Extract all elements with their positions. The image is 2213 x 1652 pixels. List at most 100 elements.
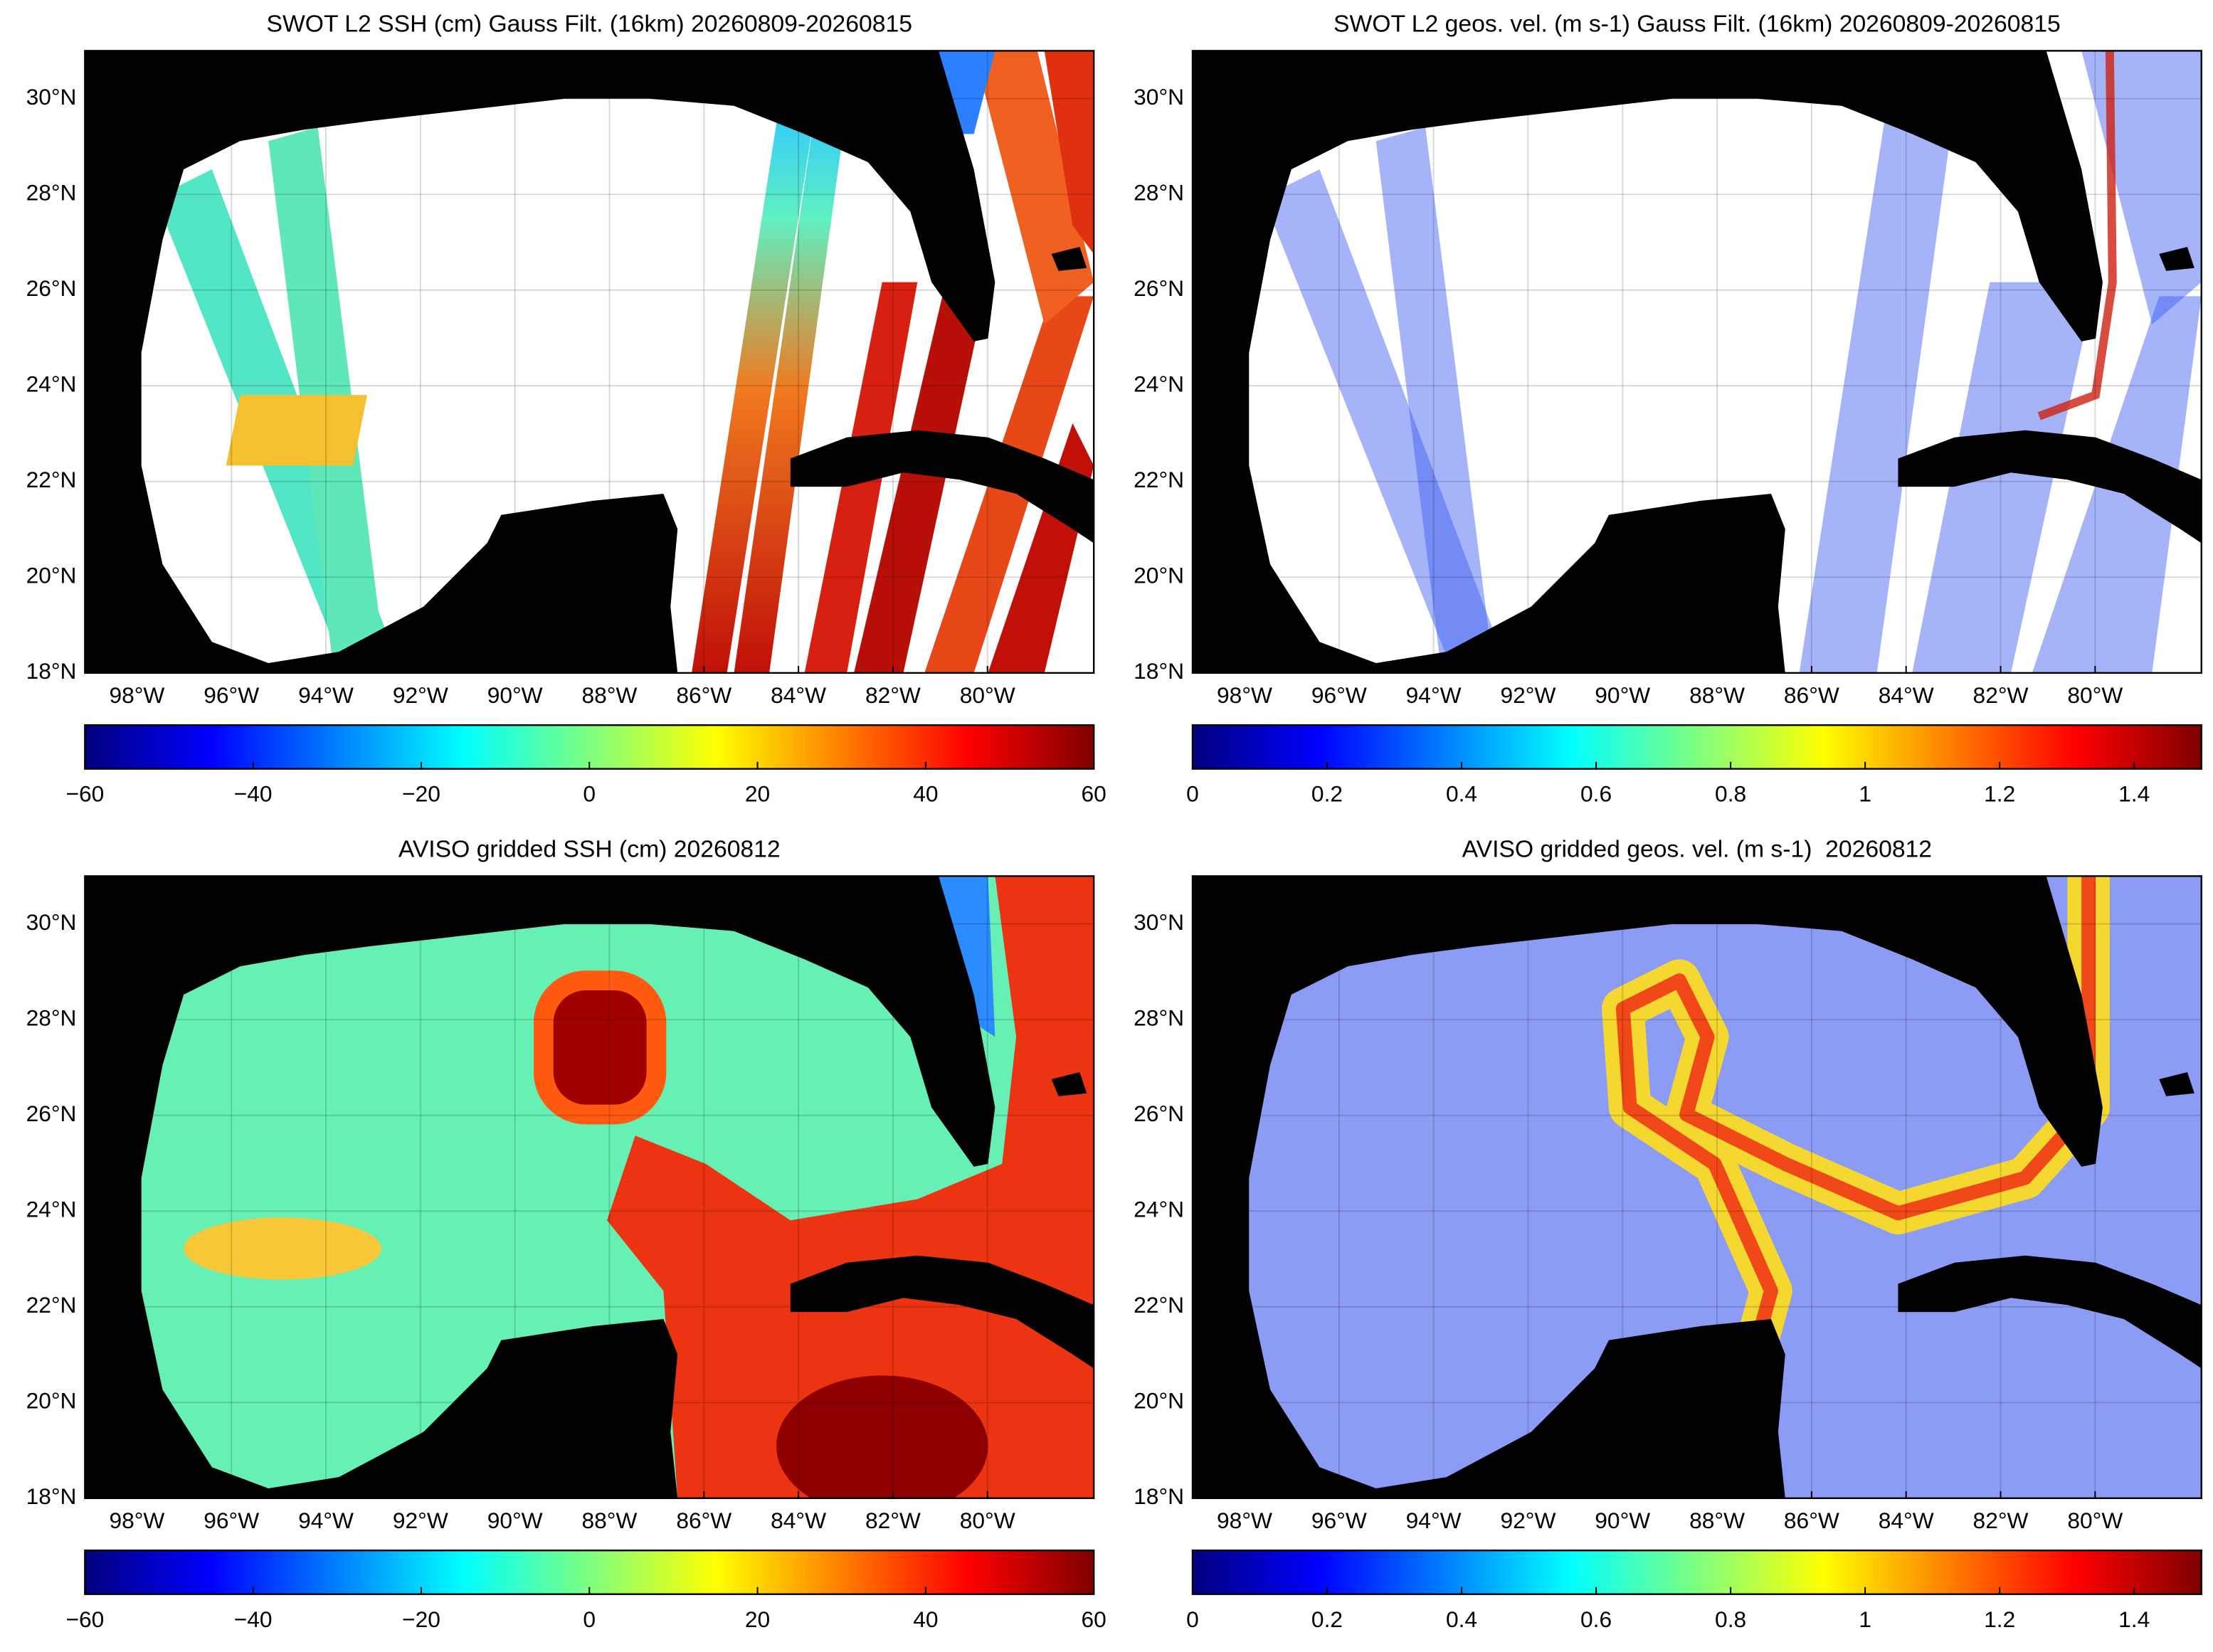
lat-tick-label: 26°N <box>1134 1101 1184 1126</box>
lon-tick-label: 88°W <box>582 1508 638 1533</box>
velocity-swath <box>1263 169 1504 657</box>
colorbar-tick-label: 0 <box>1186 781 1199 807</box>
lat-tick-label: 20°N <box>1134 1388 1184 1414</box>
map-frame <box>1191 875 2202 1500</box>
colorbar-tick-label: 0.2 <box>1311 781 1343 807</box>
land <box>85 876 995 1498</box>
colorbar-tick-label: 0.8 <box>1715 1606 1746 1632</box>
lat-tick-label: 20°N <box>26 1388 77 1414</box>
colorbar-tick-label: 0.8 <box>1715 781 1746 807</box>
colorbar-tick-label: 40 <box>913 781 938 807</box>
data-swath <box>692 105 816 673</box>
lat-tick-label: 18°N <box>1134 658 1184 684</box>
colorbar-tick-label: 1.4 <box>2118 781 2150 807</box>
lon-tick-label: 88°W <box>1689 682 1745 708</box>
lat-tick-label: 28°N <box>26 1005 77 1031</box>
lon-tick-label: 90°W <box>487 1508 543 1533</box>
map-area <box>85 51 1094 673</box>
panel-title: SWOT L2 geos. vel. (m s-1) Gauss Filt. (… <box>1333 11 2061 38</box>
colorbar-tick-label: 0.2 <box>1311 1606 1343 1632</box>
colorbar-tick-label: 60 <box>1082 1606 1106 1632</box>
lon-tick-label: 90°W <box>1595 1508 1650 1533</box>
colorbar-tick-label: 0 <box>583 1606 596 1632</box>
land <box>790 430 1094 544</box>
lat-tick-label: 18°N <box>1134 1483 1184 1509</box>
colorbar-tick-label: 1.2 <box>1984 1606 2015 1632</box>
lon-tick-label: 94°W <box>298 682 354 708</box>
colorbar-tick-label: 0.6 <box>1580 781 1612 807</box>
colorbar <box>1191 724 2202 770</box>
land <box>1051 1072 1087 1096</box>
lat-tick-label: 24°N <box>1134 371 1184 397</box>
ssh-low <box>939 876 995 1037</box>
lon-tick-label: 86°W <box>676 682 731 708</box>
lon-tick-label: 92°W <box>393 682 448 708</box>
lon-tick-label: 80°W <box>960 682 1015 708</box>
lon-tick-label: 82°W <box>1973 1508 2029 1533</box>
velocity-jet <box>2037 51 2117 420</box>
panel-title: SWOT L2 SSH (cm) Gauss Filt. (16km) 2026… <box>267 11 912 38</box>
velocity-swath <box>1375 127 1492 657</box>
lat-tick-label: 18°N <box>26 658 77 684</box>
colorbar-tick-label: −20 <box>402 1606 440 1632</box>
colorbar-tick-label: −40 <box>234 1606 273 1632</box>
ssh-high <box>184 1217 381 1280</box>
lon-tick-label: 84°W <box>771 1508 826 1533</box>
land <box>1898 1255 2202 1369</box>
map-panel: SWOT L2 SSH (cm) Gauss Filt. (16km) 2026… <box>26 11 1106 807</box>
map-panel: AVISO gridded SSH (cm) 20260812 98°W 96°W 9… <box>26 836 1106 1632</box>
land <box>2159 1072 2194 1096</box>
colorbar <box>84 724 1095 770</box>
colorbar-tick-label: 1 <box>1859 1606 1871 1632</box>
data-swath <box>1044 51 1094 254</box>
lon-tick-label: 86°W <box>676 1508 731 1533</box>
lat-tick-label: 26°N <box>26 275 77 301</box>
colorbar-tick-label: 0.4 <box>1446 1606 1477 1632</box>
lon-tick-label: 96°W <box>1311 682 1367 708</box>
lat-tick-label: 30°N <box>1134 84 1184 110</box>
lat-tick-label: 24°N <box>26 1197 77 1222</box>
colorbar-tick-label: 40 <box>913 1606 938 1632</box>
map-frame <box>1191 50 2202 674</box>
data-swath <box>268 127 384 657</box>
lon-tick-label: 96°W <box>204 682 259 708</box>
lon-tick-label: 80°W <box>2067 682 2123 708</box>
lon-tick-label: 86°W <box>1784 1508 1839 1533</box>
colorbar-tick-label: 20 <box>745 781 770 807</box>
land <box>1192 876 2103 1498</box>
colorbar-tick-label: −20 <box>402 781 440 807</box>
map-area <box>85 876 1094 1498</box>
lon-tick-label: 92°W <box>1500 1508 1556 1533</box>
lat-tick-label: 22°N <box>1134 467 1184 492</box>
colorbar-tick-label: −60 <box>65 1606 104 1632</box>
lat-tick-label: 26°N <box>26 1101 77 1126</box>
lat-tick-label: 22°N <box>26 1292 77 1318</box>
colorbar-tick-label: 1.2 <box>1984 781 2015 807</box>
map-area <box>1192 51 2202 673</box>
colorbar-tick-label: 60 <box>1082 781 1106 807</box>
map-area <box>1192 876 2202 1498</box>
data-swath <box>226 395 367 466</box>
data-swath <box>854 282 988 673</box>
colorbar-tick-label: 0 <box>1186 1606 1199 1632</box>
ssh-core <box>776 1375 988 1498</box>
lat-tick-label: 30°N <box>26 84 77 110</box>
lat-tick-label: 22°N <box>1134 1292 1184 1318</box>
colorbar-tick-label: 20 <box>745 1606 770 1632</box>
lon-tick-label: 96°W <box>1311 1508 1367 1533</box>
lat-tick-label: 30°N <box>26 909 77 935</box>
lon-tick-label: 94°W <box>1406 682 1462 708</box>
colorbar-tick-label: 0 <box>583 781 596 807</box>
colorbar-tick-label: −60 <box>65 781 104 807</box>
lon-tick-label: 94°W <box>298 1508 354 1533</box>
lat-tick-label: 20°N <box>26 563 77 588</box>
lon-tick-label: 98°W <box>109 682 164 708</box>
colorbar-tick-label: −40 <box>234 781 273 807</box>
current-core <box>1615 876 2096 1449</box>
lat-tick-label: 28°N <box>1134 1005 1184 1031</box>
data-swath <box>734 105 847 673</box>
land <box>1898 430 2202 544</box>
lon-tick-label: 98°W <box>109 1508 164 1533</box>
